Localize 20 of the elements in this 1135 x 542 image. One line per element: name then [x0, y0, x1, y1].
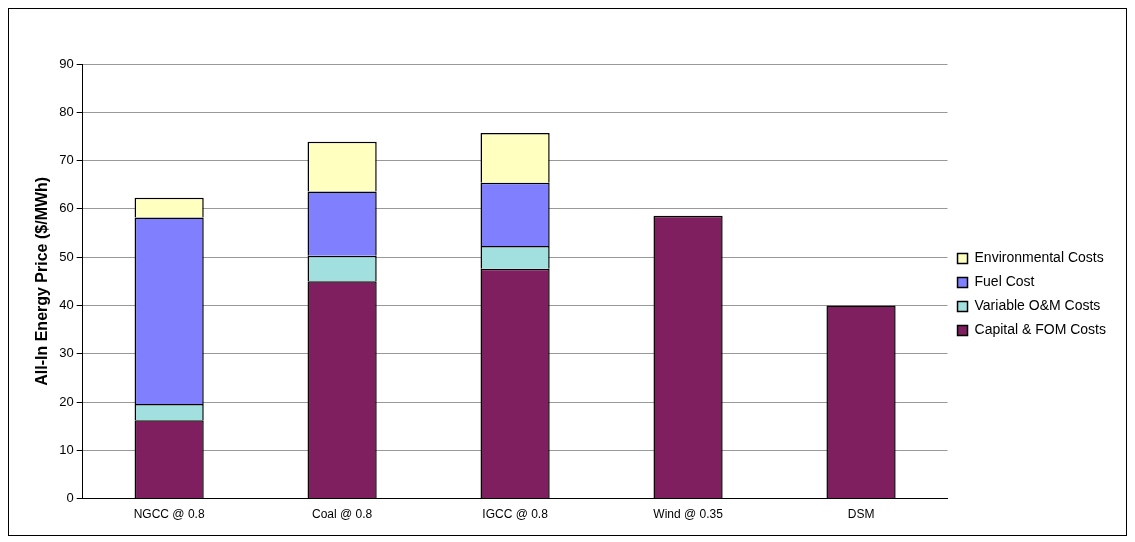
- y-tick-label: 0: [66, 490, 74, 506]
- legend-label: Environmental Costs: [974, 249, 1104, 266]
- y-tick-label: 60: [59, 200, 74, 216]
- y-tick-label: 70: [59, 152, 74, 168]
- y-tick-label: 10: [59, 441, 74, 457]
- y-tick-label: 50: [59, 248, 74, 264]
- x-tick-label: Wind @ 0.35: [653, 507, 724, 522]
- y-axis-title: All-In Energy Price ($/MWh): [33, 176, 51, 386]
- y-tick-label: 30: [59, 345, 74, 361]
- legend-label: Capital & FOM Costs: [974, 321, 1107, 338]
- legend-label: Fuel Cost: [974, 273, 1035, 290]
- legend-label: Variable O&M Costs: [974, 297, 1101, 314]
- x-tick-label: IGCC @ 0.8: [482, 507, 549, 522]
- x-tick-label: Coal @ 0.8: [312, 507, 373, 522]
- y-tick-label: 80: [59, 103, 74, 119]
- y-tick-label: 20: [59, 393, 74, 409]
- y-tick-label: 40: [59, 297, 74, 313]
- y-tick-label: 90: [59, 55, 74, 71]
- x-tick-label: NGCC @ 0.8: [133, 507, 205, 522]
- x-tick-label: DSM: [847, 507, 875, 522]
